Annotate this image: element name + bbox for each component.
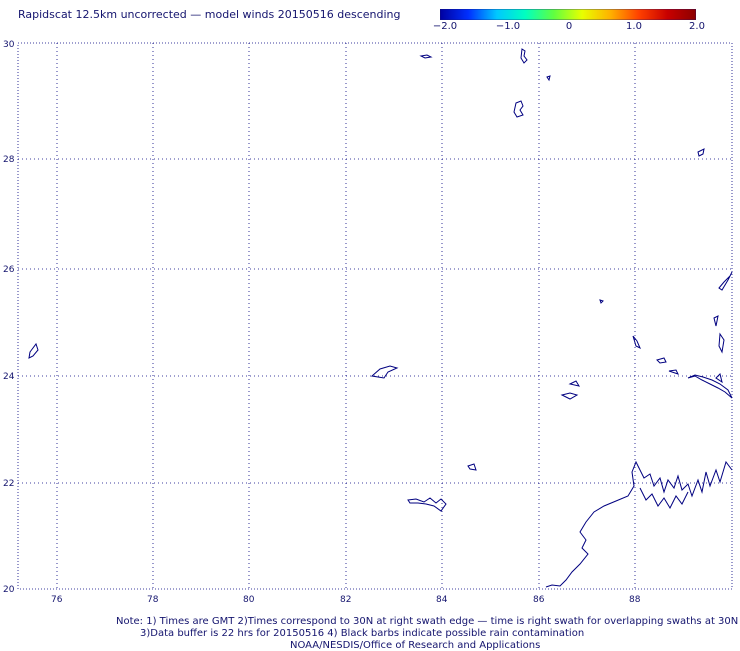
note-line-1: Note: 1) Times are GMT 2)Times correspon… [116,616,739,627]
island [718,332,725,354]
coastlines [28,48,733,588]
island [599,299,604,304]
colorbar [440,9,696,20]
lat-label: 24 [3,372,15,382]
island [687,374,733,399]
island [715,373,723,384]
island [407,497,447,512]
lat-label: 22 [3,479,14,489]
lat-label: 28 [3,155,15,165]
lon-label: 78 [147,595,159,605]
island [718,271,733,291]
lon-gridlines [56,43,636,589]
island [713,315,719,327]
island [28,342,39,359]
colorbar-tick-label: 1.0 [626,21,642,32]
lon-label: 76 [51,595,63,605]
lat-label: 26 [3,265,15,275]
lon-label: 82 [340,595,351,605]
colorbar-tick-label: −1.0 [495,21,521,32]
lat-gridlines [18,158,732,484]
island [419,54,433,59]
colorbar-tick-label: 2.0 [689,21,705,32]
note-line-3: NOAA/NESDIS/Office of Research and Appli… [290,640,541,651]
colorbar-tick-label: −2.0 [432,21,458,32]
colorbar-tick-label: 0 [565,21,573,32]
island [632,335,641,350]
island [467,463,477,471]
lon-label: 86 [533,595,545,605]
island [560,392,579,400]
island [520,48,528,64]
coast-detail [639,487,689,510]
island [656,357,667,364]
note-line-2: 3)Data buffer is 22 hrs for 20150516 4) … [140,628,585,639]
island [370,365,399,379]
lat-label: 30 [3,40,15,50]
island [513,100,524,118]
map-frame [17,42,733,590]
mainland-coast [545,460,733,588]
lon-label: 88 [629,595,641,605]
island [546,75,551,82]
island [697,148,705,157]
lon-label: 84 [436,595,448,605]
wind-map: 30 28 26 24 22 20 76 78 80 82 84 86 88 [3,40,733,605]
island [568,380,581,387]
lat-label: 20 [3,585,15,595]
lon-label: 80 [243,595,255,605]
plot-title: Rapidscat 12.5km uncorrected — model win… [18,8,401,21]
island [668,369,679,375]
